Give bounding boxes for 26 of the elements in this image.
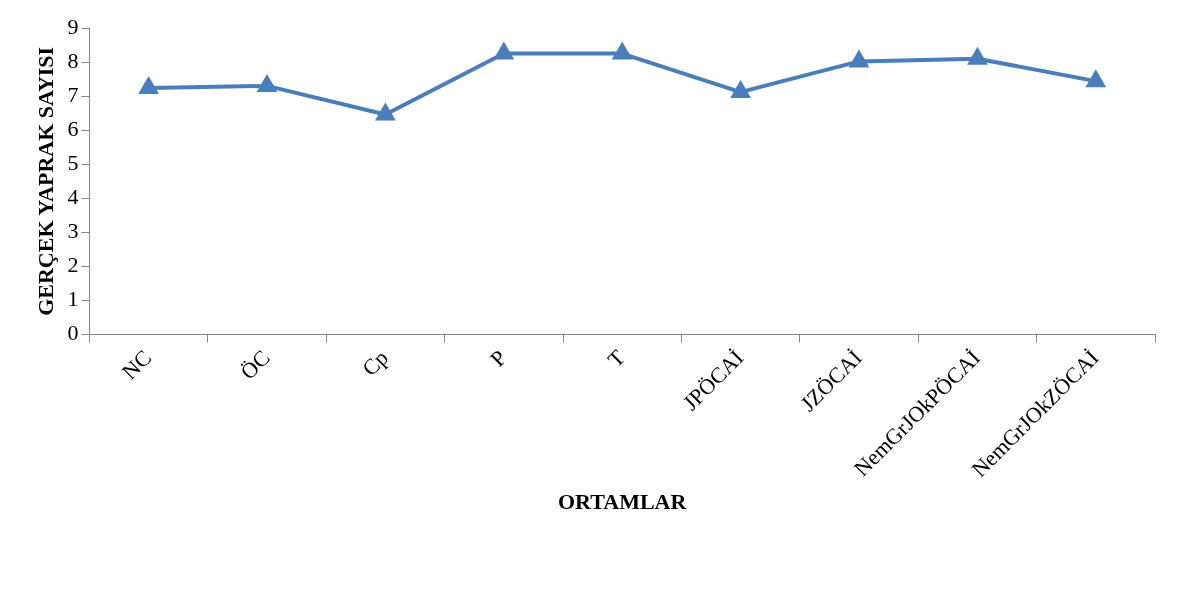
y-tick-label: 8 — [67, 47, 79, 73]
y-tick-label: 9 — [67, 13, 79, 39]
point — [258, 75, 276, 92]
x-tick-label: NC — [116, 344, 157, 385]
point — [494, 41, 514, 60]
x-tick-label: Cp — [357, 344, 394, 381]
y-tick-label: 0 — [67, 320, 79, 346]
point — [967, 46, 988, 65]
x-tick-label: T — [602, 344, 631, 373]
point — [139, 77, 158, 94]
y-tick-label: 4 — [67, 184, 79, 210]
point — [612, 41, 633, 60]
y-tick-label: 1 — [67, 286, 79, 312]
y-tick-label: 6 — [67, 116, 79, 142]
y-tick-label: 2 — [67, 252, 79, 278]
point — [850, 51, 868, 68]
y-tick-label: 3 — [67, 218, 79, 244]
x-axis-title: ORTAMLAR — [558, 489, 688, 515]
x-tick-label: P — [485, 344, 512, 372]
y-tick-label: 5 — [67, 150, 79, 176]
point — [375, 102, 396, 121]
x-tick-label: ÖC — [235, 344, 275, 385]
point — [731, 82, 750, 99]
y-axis-title: GERÇEK YAPRAK SAYISI — [32, 46, 58, 316]
y-tick-label: 7 — [67, 81, 79, 107]
point — [1086, 71, 1105, 88]
